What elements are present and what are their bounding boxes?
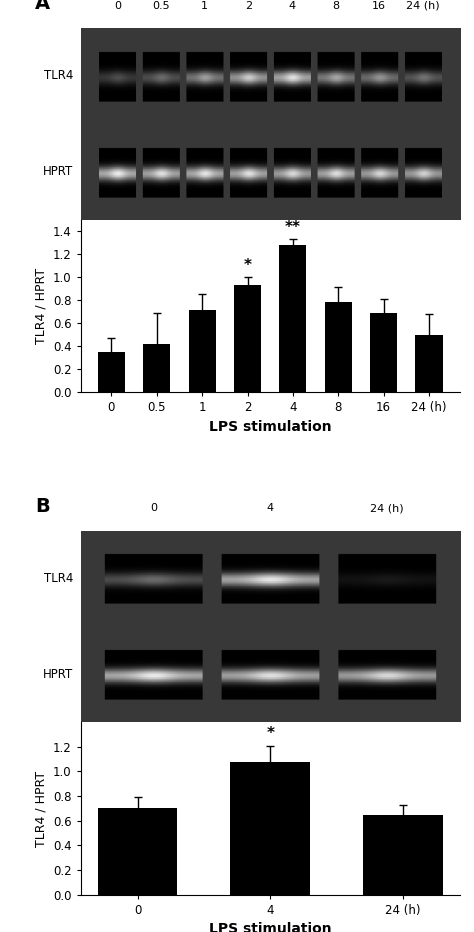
Text: 8: 8 xyxy=(332,1,339,10)
Bar xyxy=(325,303,352,392)
Text: 4: 4 xyxy=(266,503,274,514)
Bar xyxy=(363,815,443,895)
Text: 2: 2 xyxy=(245,1,252,10)
Text: *: * xyxy=(266,726,274,741)
Text: A: A xyxy=(35,0,50,13)
Text: 24 (h): 24 (h) xyxy=(370,503,403,514)
Text: 16: 16 xyxy=(372,1,386,10)
Text: 0.5: 0.5 xyxy=(152,1,170,10)
Text: HPRT: HPRT xyxy=(43,165,73,178)
Text: HPRT: HPRT xyxy=(43,668,73,680)
Text: 4: 4 xyxy=(288,1,296,10)
X-axis label: LPS stimulation: LPS stimulation xyxy=(209,419,331,433)
X-axis label: LPS stimulation: LPS stimulation xyxy=(209,923,331,932)
Text: 24 (h): 24 (h) xyxy=(406,1,439,10)
Text: TLR4: TLR4 xyxy=(44,572,73,585)
Text: TLR4: TLR4 xyxy=(44,69,73,82)
Bar xyxy=(230,761,310,895)
Bar xyxy=(279,245,307,392)
Bar xyxy=(370,313,397,392)
Y-axis label: TLR4 / HPRT: TLR4 / HPRT xyxy=(34,267,47,344)
Text: 1: 1 xyxy=(201,1,208,10)
Bar xyxy=(234,285,261,392)
Bar xyxy=(189,310,216,392)
Bar xyxy=(415,335,443,392)
Bar xyxy=(98,352,125,392)
Text: *: * xyxy=(244,257,252,272)
Bar xyxy=(98,808,177,895)
Text: B: B xyxy=(35,497,50,516)
Text: 0: 0 xyxy=(114,1,121,10)
Y-axis label: TLR4 / HPRT: TLR4 / HPRT xyxy=(34,771,47,846)
Text: 0: 0 xyxy=(150,503,157,514)
Bar xyxy=(143,344,170,392)
Text: **: ** xyxy=(285,220,301,235)
